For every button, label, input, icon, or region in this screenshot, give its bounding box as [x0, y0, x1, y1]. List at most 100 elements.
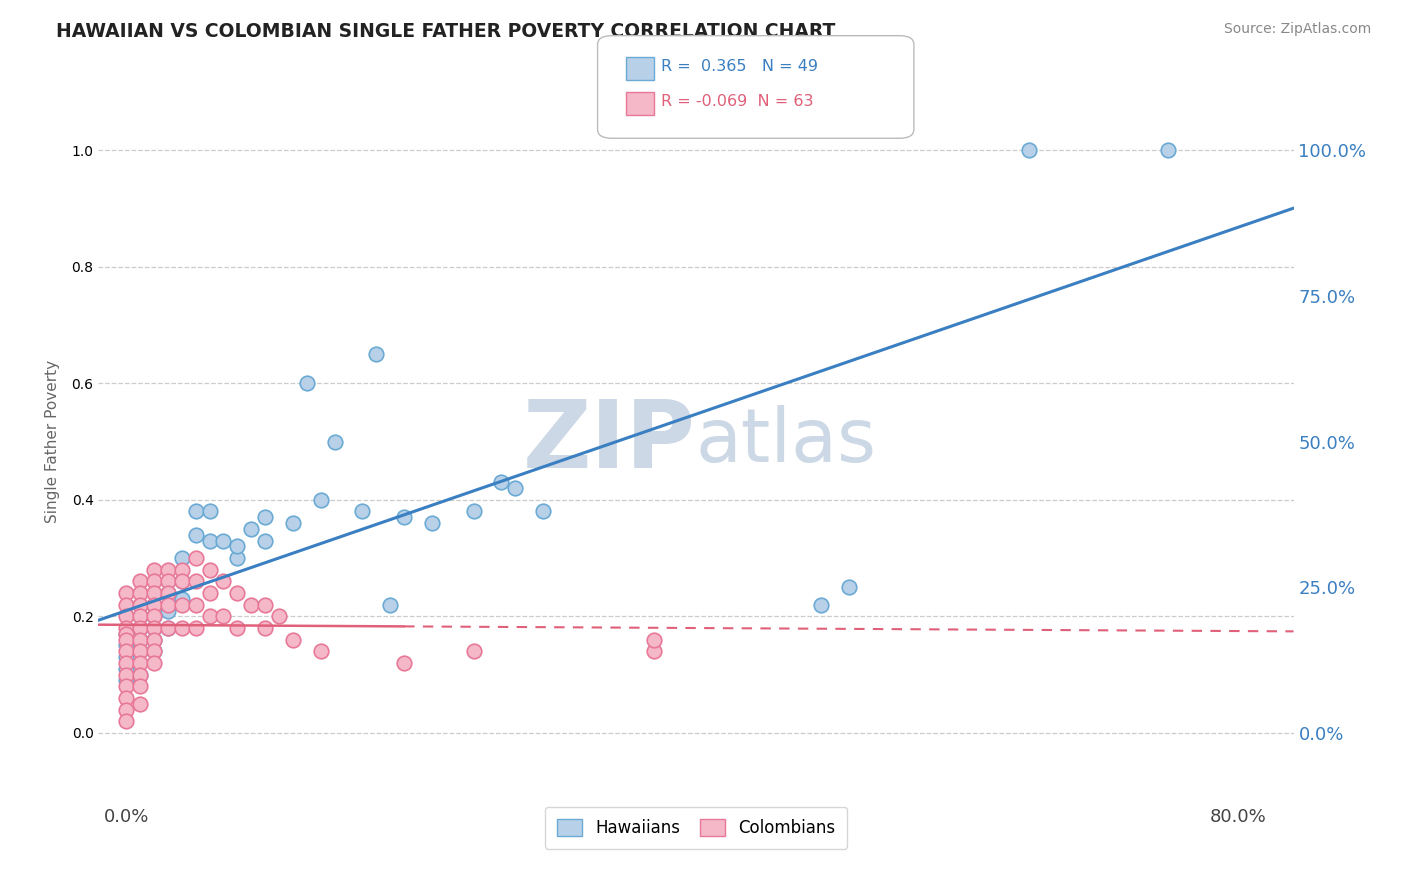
Legend: Hawaiians, Colombians: Hawaiians, Colombians [546, 807, 846, 848]
Point [226, 540, 249, 554]
Point [309, 492, 332, 507]
Point [463, 644, 485, 658]
Point [392, 656, 415, 670]
Point [143, 656, 166, 670]
Point [366, 347, 388, 361]
Point [184, 621, 207, 635]
Point [156, 586, 179, 600]
Point [115, 621, 138, 635]
Point [212, 574, 235, 589]
Point [170, 598, 193, 612]
Point [143, 609, 166, 624]
Point [129, 621, 152, 635]
Point [129, 598, 152, 612]
Point [531, 504, 554, 518]
Point [184, 598, 207, 612]
Point [115, 667, 138, 681]
Point [184, 574, 207, 589]
Point [323, 434, 346, 449]
Point [129, 574, 152, 589]
Point [143, 586, 166, 600]
Point [143, 598, 166, 612]
Point [226, 551, 249, 566]
Point [143, 632, 166, 647]
Text: Source: ZipAtlas.com: Source: ZipAtlas.com [1223, 22, 1371, 37]
Point [254, 510, 277, 524]
Point [115, 598, 138, 612]
Point [115, 656, 138, 670]
Point [129, 697, 152, 711]
Point [156, 563, 179, 577]
Point [129, 586, 152, 600]
Point [838, 580, 860, 594]
Point [129, 621, 152, 635]
Point [643, 644, 665, 658]
Point [115, 609, 138, 624]
Point [463, 504, 485, 518]
Point [281, 516, 304, 530]
Point [1018, 143, 1040, 157]
Point [295, 376, 318, 391]
Point [170, 563, 193, 577]
Point [254, 621, 277, 635]
Point [254, 598, 277, 612]
Point [115, 702, 138, 716]
Point [352, 504, 374, 518]
Point [115, 679, 138, 693]
Point [810, 598, 832, 612]
Point [115, 714, 138, 729]
Point [129, 598, 152, 612]
Point [505, 481, 527, 495]
Point [143, 632, 166, 647]
Point [129, 644, 152, 658]
Text: atlas: atlas [696, 405, 877, 478]
Point [267, 609, 290, 624]
Point [143, 598, 166, 612]
Point [156, 603, 179, 617]
Point [309, 644, 332, 658]
Point [254, 533, 277, 548]
Point [143, 644, 166, 658]
Point [143, 621, 166, 635]
Point [156, 621, 179, 635]
Point [115, 627, 138, 641]
Text: R = -0.069  N = 63: R = -0.069 N = 63 [661, 95, 813, 109]
Point [115, 627, 138, 641]
Point [129, 609, 152, 624]
Point [129, 632, 152, 647]
Point [1157, 143, 1180, 157]
Point [226, 586, 249, 600]
Point [129, 644, 152, 658]
Text: ZIP: ZIP [523, 395, 696, 488]
Point [184, 528, 207, 542]
Point [115, 639, 138, 653]
Point [143, 621, 166, 635]
Y-axis label: Single Father Poverty: Single Father Poverty [45, 360, 60, 523]
Point [240, 598, 263, 612]
Point [170, 621, 193, 635]
Point [156, 621, 179, 635]
Point [115, 632, 138, 647]
Point [198, 609, 221, 624]
Point [129, 656, 152, 670]
Point [143, 563, 166, 577]
Point [115, 673, 138, 688]
Point [156, 574, 179, 589]
Point [184, 504, 207, 518]
Point [129, 632, 152, 647]
Point [129, 609, 152, 624]
Point [156, 586, 179, 600]
Point [143, 644, 166, 658]
Point [115, 690, 138, 705]
Point [643, 632, 665, 647]
Point [143, 574, 166, 589]
Text: R =  0.365   N = 49: R = 0.365 N = 49 [661, 60, 818, 74]
Point [198, 504, 221, 518]
Point [129, 667, 152, 681]
Point [115, 650, 138, 665]
Point [420, 516, 443, 530]
Point [240, 522, 263, 536]
Point [115, 586, 138, 600]
Point [392, 510, 415, 524]
Point [115, 662, 138, 676]
